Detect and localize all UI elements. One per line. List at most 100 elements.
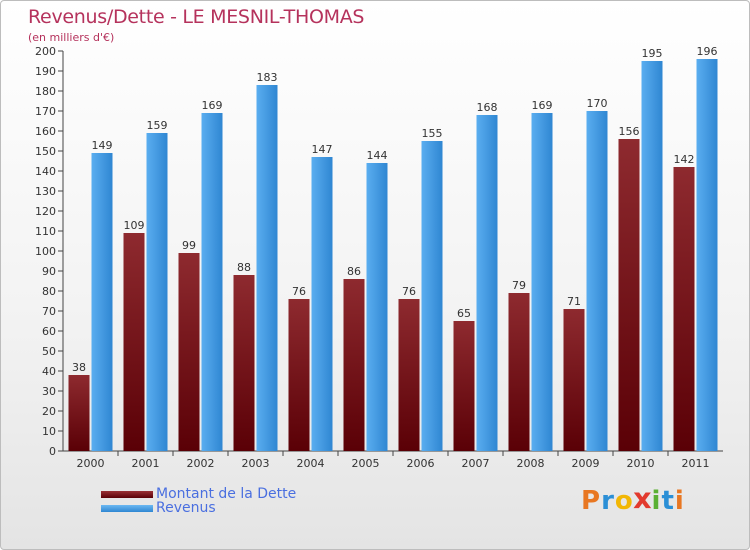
bar-revenus <box>91 153 113 451</box>
bar-revenus <box>531 113 553 451</box>
bar-dette <box>673 167 695 451</box>
legend-swatch-debt <box>101 490 153 498</box>
legend-label-debt: Montant de la Dette <box>156 486 297 502</box>
y-tick-label: 80 <box>42 285 56 298</box>
legend-item-revenus: Revenus <box>101 501 296 515</box>
bar-dette <box>288 299 310 451</box>
logo-letter: i <box>651 486 662 516</box>
legend: Montant de la Dette Revenus <box>101 487 296 515</box>
data-label-dette: 156 <box>619 125 640 138</box>
data-label-revenus: 195 <box>642 47 663 60</box>
data-label-revenus: 168 <box>477 101 498 114</box>
x-tick-label: 2004 <box>297 457 325 470</box>
data-labels-group: 38 149 109 159 99 169 88 183 76 147 86 144 76 155 65 16… <box>72 45 718 374</box>
bar-dette <box>398 299 420 451</box>
chart-subtitle: (en milliers d'€) <box>28 31 115 44</box>
data-label-revenus: 169 <box>202 99 223 112</box>
x-tick-label: 2002 <box>187 457 215 470</box>
bar-revenus <box>146 133 168 451</box>
bar-revenus <box>311 157 333 451</box>
y-tick-label: 160 <box>35 125 56 138</box>
data-label-revenus: 169 <box>532 99 553 112</box>
y-tick-label: 190 <box>35 65 56 78</box>
bar-dette <box>178 253 200 451</box>
y-axis: 0 10 20 30 40 50 60 70 80 90 100 110 120 130 140 150 160… <box>35 45 64 458</box>
x-tick-label: 2008 <box>517 457 545 470</box>
bar-revenus <box>201 113 223 451</box>
y-tick-label: 90 <box>42 265 56 278</box>
y-tick-label: 50 <box>42 345 56 358</box>
x-axis: 2000 2001 2002 2003 2004 2005 2006 2007 2008 2009… <box>63 450 723 470</box>
y-tick-label: 100 <box>35 245 56 258</box>
x-tick-label: 2009 <box>572 457 600 470</box>
bar-dette <box>618 139 640 451</box>
data-label-revenus: 170 <box>587 97 608 110</box>
chart-title: Revenus/Dette - LE MESNIL-THOMAS <box>28 6 365 28</box>
bars-group <box>68 59 718 451</box>
y-tick-label: 0 <box>49 445 56 458</box>
bar-revenus <box>256 85 278 451</box>
data-label-revenus: 144 <box>367 149 388 162</box>
bar-dette <box>508 293 530 451</box>
y-tick-label: 120 <box>35 205 56 218</box>
logo-letter: t <box>661 486 675 516</box>
y-tick-label: 150 <box>35 145 56 158</box>
x-tick-label: 2003 <box>242 457 270 470</box>
bar-revenus <box>421 141 443 451</box>
bar-dette <box>343 279 365 451</box>
data-label-dette: 76 <box>402 285 416 298</box>
data-label-dette: 99 <box>182 239 196 252</box>
y-tick-label: 10 <box>42 425 56 438</box>
y-tick-label: 30 <box>42 385 56 398</box>
data-label-revenus: 159 <box>147 119 168 132</box>
data-label-revenus: 196 <box>697 45 718 58</box>
bar-dette <box>233 275 255 451</box>
data-label-dette: 38 <box>72 361 86 374</box>
x-tick-label: 2011 <box>682 457 710 470</box>
bar-dette <box>68 375 90 451</box>
data-label-dette: 109 <box>124 219 145 232</box>
x-tick-label: 2007 <box>462 457 490 470</box>
y-tick-label: 180 <box>35 85 56 98</box>
logo-letter: P <box>581 486 602 516</box>
x-tick-label: 2005 <box>352 457 380 470</box>
x-tick-label: 2001 <box>132 457 160 470</box>
y-tick-label: 20 <box>42 405 56 418</box>
proxiti-logo: Proxiti <box>581 482 685 517</box>
logo-letter: x <box>632 482 653 516</box>
x-tick-label: 2010 <box>627 457 655 470</box>
y-tick-label: 170 <box>35 105 56 118</box>
y-tick-label: 60 <box>42 325 56 338</box>
bar-revenus <box>476 115 498 451</box>
bar-revenus <box>586 111 608 451</box>
logo-letter: r <box>601 486 615 516</box>
data-label-dette: 79 <box>512 279 526 292</box>
data-label-dette: 65 <box>457 307 471 320</box>
legend-label-revenus: Revenus <box>156 500 216 516</box>
data-label-dette: 71 <box>567 295 581 308</box>
data-label-revenus: 149 <box>92 139 113 152</box>
legend-item-debt: Montant de la Dette <box>101 487 296 501</box>
data-label-dette: 86 <box>347 265 361 278</box>
data-label-dette: 76 <box>292 285 306 298</box>
legend-swatch-revenus <box>101 504 153 512</box>
y-tick-label: 130 <box>35 185 56 198</box>
y-tick-label: 110 <box>35 225 56 238</box>
data-label-revenus: 183 <box>257 71 278 84</box>
data-label-dette: 88 <box>237 261 251 274</box>
data-label-dette: 142 <box>674 153 695 166</box>
bar-dette <box>123 233 145 451</box>
bar-dette <box>453 321 475 451</box>
y-tick-label: 40 <box>42 365 56 378</box>
logo-letter: o <box>614 486 634 516</box>
logo-letter: i <box>674 486 685 516</box>
bar-revenus <box>696 59 718 451</box>
bar-revenus <box>641 61 663 451</box>
y-tick-label: 200 <box>35 45 56 58</box>
x-tick-label: 2006 <box>407 457 435 470</box>
x-tick-label: 2000 <box>77 457 105 470</box>
y-tick-label: 70 <box>42 305 56 318</box>
bar-revenus <box>366 163 388 451</box>
